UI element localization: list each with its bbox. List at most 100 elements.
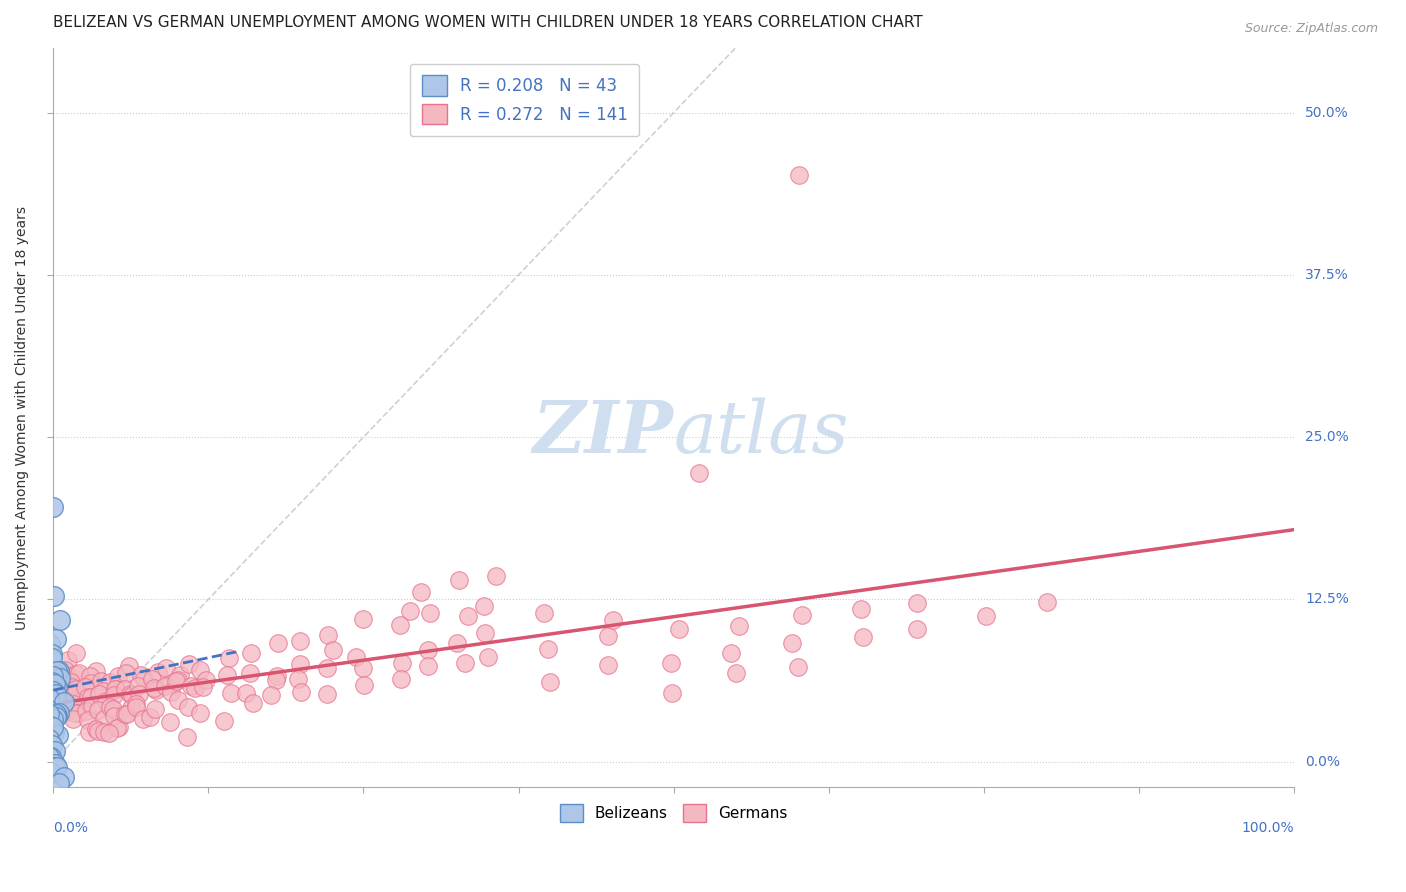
Point [668, 623, 690, 637]
Point [849, 602, 872, 616]
Point [59, 675, 82, 690]
Point [177, 657, 200, 671]
Text: Source: ZipAtlas.com: Source: ZipAtlas.com [1244, 22, 1378, 36]
Point [472, 599, 495, 613]
Point [65, 646, 87, 660]
Point [42, 725, 65, 739]
Point [84, 722, 107, 736]
Point [39, 636, 62, 650]
Point [118, 687, 141, 701]
Point [239, 646, 262, 660]
Point [316, 687, 339, 701]
Point [391, 657, 413, 671]
Point [62, 712, 84, 726]
Point [114, 681, 136, 696]
Point [97, 726, 120, 740]
Point [177, 700, 200, 714]
Point [146, 665, 169, 679]
Point [44, 757, 66, 772]
Point [264, 673, 287, 687]
Point [41, 648, 63, 662]
Point [176, 730, 198, 744]
Point [103, 688, 125, 702]
Point [419, 606, 441, 620]
Point [193, 680, 215, 694]
Point [80, 698, 103, 713]
Point [449, 573, 471, 587]
Text: 50.0%: 50.0% [1305, 106, 1348, 120]
Point [131, 668, 153, 682]
Text: 12.5%: 12.5% [1305, 592, 1348, 607]
Point [41, 720, 63, 734]
Point [194, 673, 217, 687]
Point [315, 661, 337, 675]
Point [48, 664, 70, 678]
Point [288, 657, 311, 671]
Point [52, 706, 75, 721]
Text: atlas: atlas [673, 397, 849, 467]
Point [537, 641, 560, 656]
Point [159, 685, 181, 699]
Point [184, 681, 207, 696]
Point [143, 702, 166, 716]
Point [180, 679, 202, 693]
Point [352, 661, 374, 675]
Point [1036, 594, 1059, 608]
Point [398, 604, 420, 618]
Point [287, 672, 309, 686]
Point [49, 671, 72, 685]
Point [77, 713, 100, 727]
Point [41, 651, 63, 665]
Point [905, 623, 928, 637]
Point [75, 704, 97, 718]
Point [52, 695, 75, 709]
Point [145, 682, 167, 697]
Point [661, 685, 683, 699]
Point [474, 626, 496, 640]
Text: 25.0%: 25.0% [1305, 430, 1348, 444]
Point [67, 666, 90, 681]
Point [46, 709, 69, 723]
Legend: Belizeans, Germans: Belizeans, Germans [550, 795, 797, 831]
Point [316, 627, 339, 641]
Point [118, 659, 141, 673]
Point [46, 667, 69, 681]
Point [659, 656, 682, 670]
Point [101, 702, 124, 716]
Point [125, 698, 148, 712]
Point [60, 694, 83, 708]
Point [42, 712, 65, 726]
Text: 37.5%: 37.5% [1305, 268, 1348, 282]
Point [77, 690, 100, 704]
Point [63, 697, 86, 711]
Point [104, 681, 127, 696]
Point [352, 612, 374, 626]
Point [94, 694, 117, 708]
Point [166, 673, 188, 687]
Point [38, 750, 60, 764]
Point [792, 608, 814, 623]
Point [98, 699, 121, 714]
Point [46, 728, 69, 742]
Point [727, 619, 749, 633]
Point [974, 608, 997, 623]
Point [58, 693, 80, 707]
Point [46, 760, 69, 774]
Point [37, 702, 59, 716]
Point [446, 636, 468, 650]
Point [45, 707, 67, 722]
Point [41, 683, 63, 698]
Point [46, 664, 69, 678]
Point [288, 633, 311, 648]
Text: ZIP: ZIP [533, 397, 673, 468]
Text: BELIZEAN VS GERMAN UNEMPLOYMENT AMONG WOMEN WITH CHILDREN UNDER 18 YEARS CORRELA: BELIZEAN VS GERMAN UNEMPLOYMENT AMONG WO… [53, 15, 924, 30]
Point [411, 585, 433, 599]
Point [42, 589, 65, 603]
Point [45, 680, 67, 694]
Point [48, 776, 70, 790]
Point [602, 613, 624, 627]
Point [115, 666, 138, 681]
Point [45, 687, 67, 701]
Y-axis label: Unemployment Among Women with Children Under 18 years: Unemployment Among Women with Children U… [15, 206, 30, 630]
Point [139, 710, 162, 724]
